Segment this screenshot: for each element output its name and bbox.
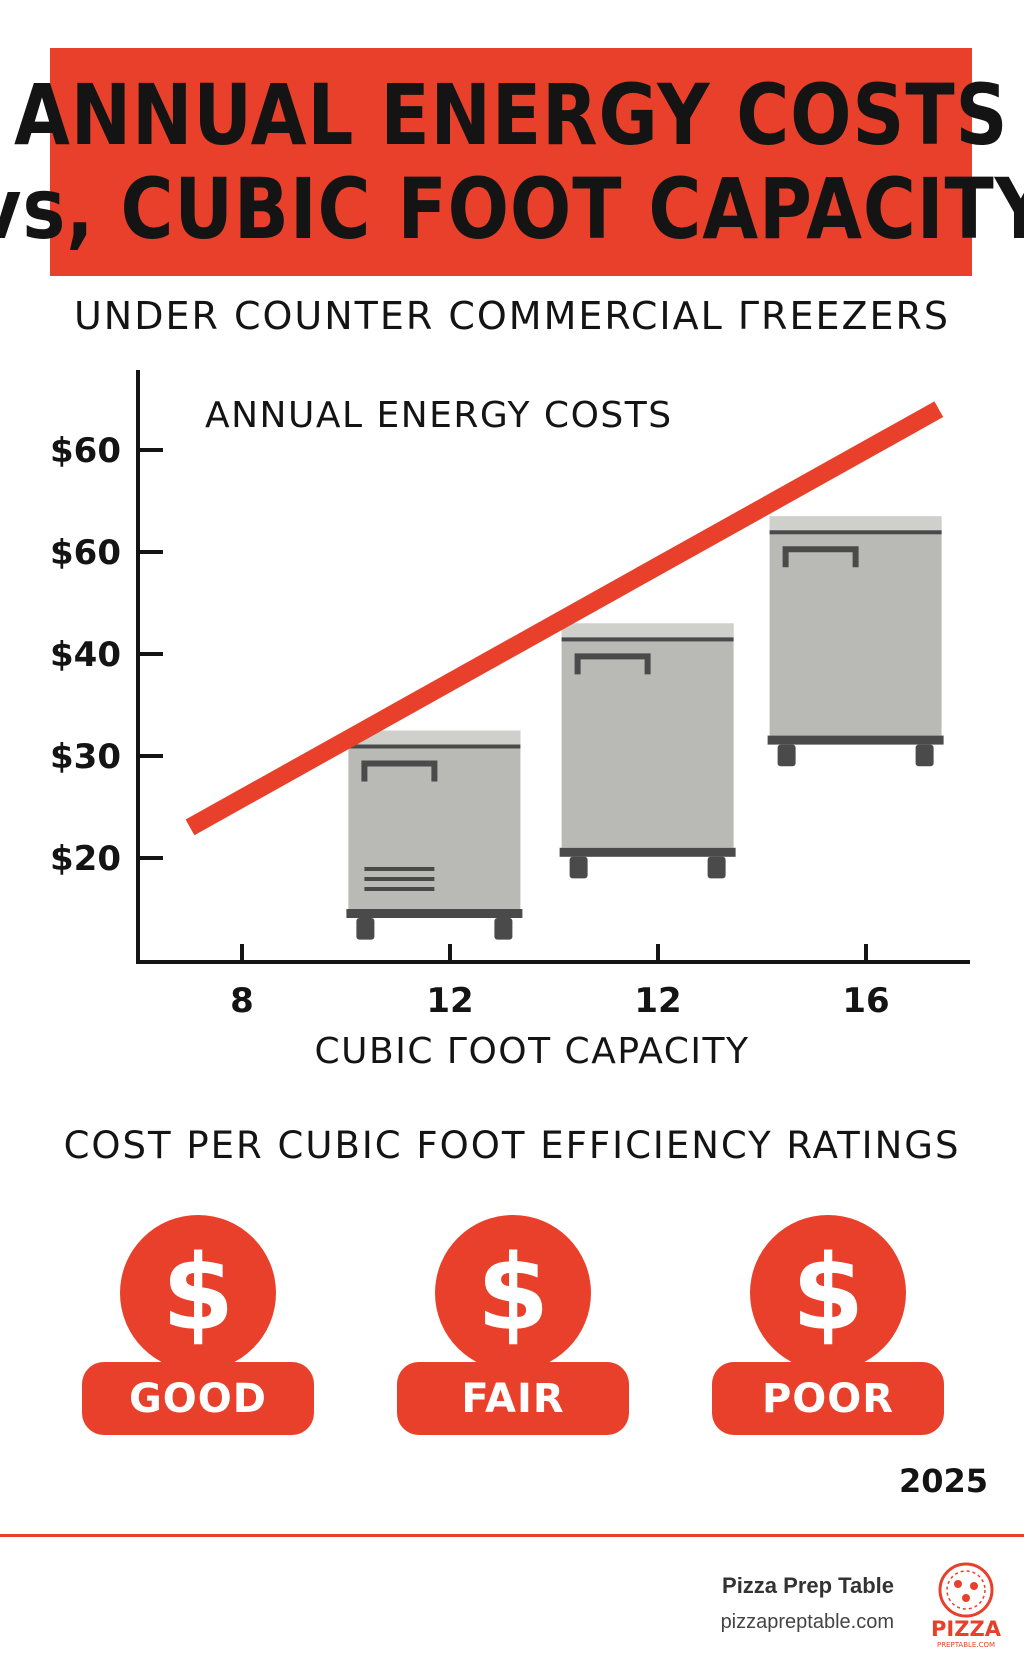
freezer-foot xyxy=(494,918,513,940)
y-tick-label: $30 xyxy=(50,737,121,777)
y-tick-label: $60 xyxy=(50,533,121,573)
freezer-vent xyxy=(364,867,435,871)
y-tick-label: $40 xyxy=(50,635,121,675)
freezer-top-trim xyxy=(348,730,521,745)
rating-fair: $ FAIR xyxy=(397,1215,629,1435)
rating-label-fair: FAIR xyxy=(397,1362,629,1435)
rating-poor: $ POOR xyxy=(712,1215,944,1435)
freezer-foot xyxy=(356,918,375,940)
rating-label-poor: POOR xyxy=(712,1362,944,1435)
pizza-logo-icon: PIZZA PREPTABLE.COM xyxy=(931,1562,1002,1649)
trend-line xyxy=(185,401,944,836)
freezer-handle xyxy=(361,760,438,782)
freezer-top-trim xyxy=(561,623,734,638)
freezer-unit xyxy=(559,623,736,879)
y-tick-label: $20 xyxy=(50,839,121,879)
dollar-coin-icon: $ xyxy=(435,1215,591,1371)
freezer-foot xyxy=(569,856,588,879)
freezers-layer xyxy=(346,516,944,940)
freezer-base xyxy=(559,847,736,857)
freezer-vent xyxy=(364,887,435,891)
freezer-top-trim xyxy=(769,516,942,531)
x-tick-label: 12 xyxy=(634,981,681,1021)
chart-subtitle: UNDER COUNTER COMMERCIAL ΓREEZERS xyxy=(73,294,951,338)
title-line-1: ANNUAL ENERGY COSTS xyxy=(13,66,1009,164)
x-tick-label: 12 xyxy=(426,981,473,1021)
x-tick-label: 16 xyxy=(842,981,889,1021)
freezer-handle xyxy=(782,546,859,568)
freezer-base xyxy=(767,735,944,745)
freezer-unit xyxy=(346,730,523,940)
freezer-body xyxy=(348,730,521,909)
logo-text: PIZZA xyxy=(931,1617,1002,1641)
freezer-handle xyxy=(574,653,651,675)
logo-subtext: PREPTABLE.COM xyxy=(937,1641,995,1649)
x-axis-title: CUBIC ΓOOT CAPACITY xyxy=(315,1031,750,1070)
y-tick-label: $60 xyxy=(50,431,121,471)
freezer-lid-seam xyxy=(561,637,734,642)
freezer-lid-seam xyxy=(769,530,942,535)
dollar-coin-icon: $ xyxy=(120,1215,276,1371)
rating-label-good: GOOD xyxy=(82,1362,314,1435)
brand-name: Pizza Prep Table xyxy=(722,1573,894,1598)
title-banner: ANNUAL ENERGY COSTS vs, CUBIC FOOT CAPAC… xyxy=(0,48,1024,276)
freezer-foot xyxy=(915,744,934,767)
energy-cost-chart: $20 $30 $40 $60 $60 8 12 12 16 ANNUAL ENERGY COS… xyxy=(50,370,970,1070)
chart-title: ANNUAL ENERGY COSTS xyxy=(205,395,673,436)
trend-line-layer xyxy=(185,401,944,836)
year-label: 2025 xyxy=(898,1462,988,1500)
dollar-coin-icon: $ xyxy=(750,1215,906,1371)
brand-url: pizzapreptable.com xyxy=(720,1611,894,1633)
freezer-foot xyxy=(707,856,726,879)
freezer-lid-seam xyxy=(348,744,521,749)
footer-divider xyxy=(0,1534,1024,1537)
freezer-foot xyxy=(777,744,796,767)
freezer-base xyxy=(346,909,523,918)
ratings-section-title: COST PER CUBIC FOOT EFFICIENCY RATINGS xyxy=(63,1124,961,1167)
axes-layer: $20 $30 $40 $60 $60 8 12 12 16 xyxy=(50,370,970,1021)
title-line-2: vs, CUBIC FOOT CAPACITY xyxy=(0,160,1024,258)
x-tick-label: 8 xyxy=(230,981,254,1021)
freezer-unit xyxy=(767,516,944,767)
rating-good: $ GOOD xyxy=(82,1215,314,1435)
freezer-vent xyxy=(364,877,435,881)
